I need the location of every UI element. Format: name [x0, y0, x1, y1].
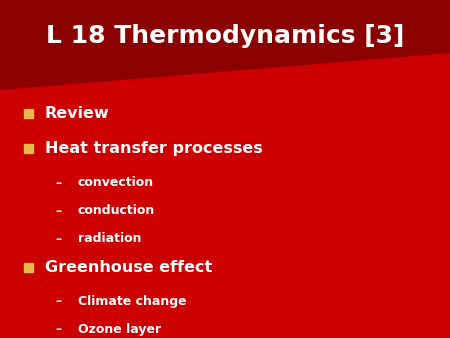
Text: L 18 Thermodynamics [3]: L 18 Thermodynamics [3] — [46, 24, 404, 48]
Text: Climate change: Climate change — [78, 295, 187, 309]
Text: Ozone layer: Ozone layer — [78, 323, 161, 337]
Polygon shape — [0, 0, 450, 90]
Bar — [23, 108, 32, 118]
Text: Greenhouse effect: Greenhouse effect — [45, 260, 212, 274]
Text: Heat transfer processes: Heat transfer processes — [45, 141, 263, 155]
Text: radiation: radiation — [78, 233, 141, 245]
Text: conduction: conduction — [78, 204, 155, 217]
Text: Review: Review — [45, 105, 110, 121]
Text: convection: convection — [78, 176, 154, 190]
Bar — [23, 263, 32, 271]
Text: –: – — [55, 176, 61, 190]
Text: –: – — [55, 204, 61, 217]
Text: –: – — [55, 233, 61, 245]
Text: –: – — [55, 323, 61, 337]
Bar — [23, 144, 32, 152]
Text: –: – — [55, 295, 61, 309]
